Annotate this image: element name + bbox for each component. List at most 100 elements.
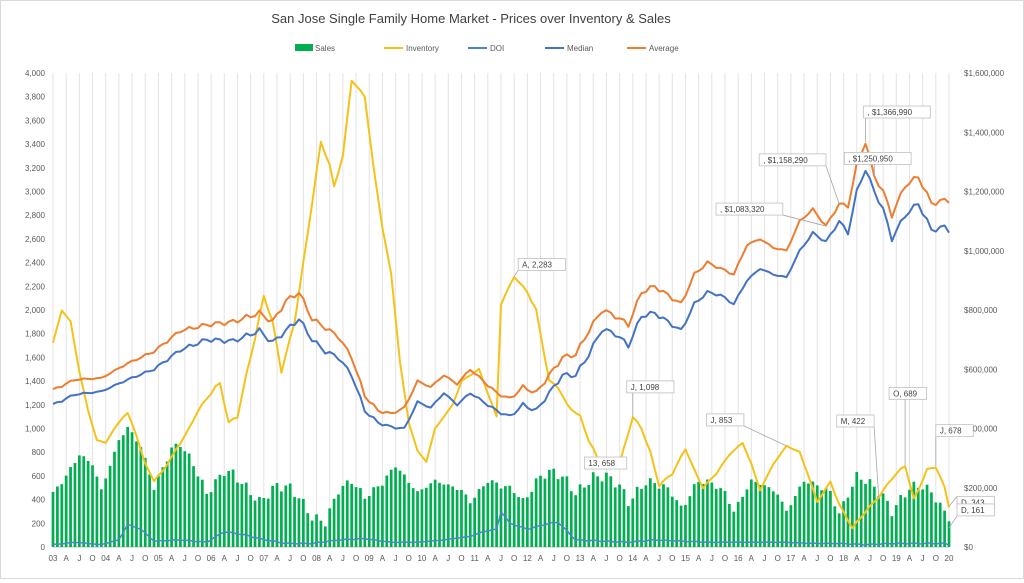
sales-bar bbox=[301, 498, 305, 547]
sales-bar bbox=[894, 505, 898, 547]
x-tick: J bbox=[394, 554, 398, 563]
x-tick: J bbox=[130, 554, 134, 563]
x-tick: A bbox=[801, 554, 807, 563]
sales-bar bbox=[187, 453, 191, 547]
sales-bar bbox=[833, 506, 837, 547]
sales-bar bbox=[930, 492, 933, 547]
sales-bar bbox=[91, 465, 94, 547]
x-tick: J bbox=[235, 554, 239, 563]
sales-bar bbox=[332, 498, 336, 547]
x-tick: A bbox=[854, 554, 860, 563]
x-tick: O bbox=[775, 554, 781, 563]
sales-bar bbox=[657, 488, 661, 547]
sales-bar bbox=[363, 498, 367, 547]
sales-bar bbox=[306, 513, 310, 547]
sales-bar bbox=[196, 476, 200, 547]
x-tick: 12 bbox=[523, 554, 532, 563]
y-tick-left: 2,400 bbox=[25, 259, 46, 268]
sales-bar bbox=[512, 493, 516, 547]
y-tick-left: 200 bbox=[32, 519, 46, 528]
axes: 0 200 400 600 800 1,000 1,200 1,400 1,600 1,800 2,… bbox=[25, 69, 1005, 563]
sales-bar bbox=[684, 504, 687, 547]
sales-bar bbox=[653, 483, 657, 547]
x-tick: A bbox=[64, 554, 70, 563]
x-tick: A bbox=[749, 554, 755, 563]
x-tick: O bbox=[89, 554, 95, 563]
x-tick: J bbox=[552, 554, 556, 563]
x-tick: J bbox=[815, 554, 819, 563]
sales-bar bbox=[345, 480, 349, 547]
x-tick: 05 bbox=[154, 554, 163, 563]
sales-bar bbox=[86, 460, 90, 547]
sales-bar bbox=[477, 489, 481, 547]
legend-sales-swatch bbox=[295, 44, 313, 51]
sales-bar bbox=[157, 475, 160, 547]
sales-bar bbox=[288, 483, 292, 547]
y-tick-left: 2,600 bbox=[25, 235, 46, 244]
y-tick-left: 0 bbox=[41, 543, 46, 552]
label-leader bbox=[948, 496, 958, 507]
sales-bar bbox=[214, 479, 217, 547]
x-tick: 07 bbox=[259, 554, 268, 563]
legend-sales: Sales bbox=[315, 44, 335, 53]
sales-bar bbox=[543, 478, 547, 547]
sales-bar bbox=[758, 484, 762, 547]
sales-bar bbox=[394, 467, 397, 547]
sales-bar bbox=[855, 471, 859, 547]
y-tick-left: 1,800 bbox=[25, 330, 46, 339]
sales-bar bbox=[798, 486, 802, 547]
x-tick: J bbox=[763, 554, 767, 563]
x-tick: A bbox=[327, 554, 333, 563]
sales-bar bbox=[165, 461, 169, 547]
sales-bar bbox=[697, 481, 701, 547]
sales-bar bbox=[227, 470, 231, 547]
sales-bar bbox=[442, 484, 446, 547]
sales-bar bbox=[706, 479, 709, 547]
y-tick-left: 3,600 bbox=[25, 116, 46, 125]
x-tick: J bbox=[183, 554, 187, 563]
sales-bar bbox=[337, 494, 340, 547]
sales-bar bbox=[921, 489, 925, 547]
x-tick: J bbox=[657, 554, 661, 563]
x-tick: 18 bbox=[839, 554, 848, 563]
x-tick: J bbox=[604, 554, 608, 563]
y-tick-left: 400 bbox=[32, 496, 46, 505]
sales-bar bbox=[771, 491, 775, 547]
sales-bar bbox=[613, 487, 617, 547]
sales-bar bbox=[249, 495, 253, 547]
x-tick: A bbox=[591, 554, 597, 563]
data-label: , $1,250,950 bbox=[848, 154, 893, 163]
x-tick: J bbox=[288, 554, 292, 563]
sales-bar bbox=[271, 485, 274, 547]
sales-bar bbox=[714, 488, 718, 547]
y-tick-left: 800 bbox=[32, 448, 46, 457]
sales-bar bbox=[240, 484, 244, 547]
sales-bar bbox=[596, 476, 599, 547]
chart-title: San Jose Single Family Home Market - Pri… bbox=[271, 11, 671, 26]
data-label-box bbox=[956, 503, 995, 517]
sales-bar bbox=[943, 510, 946, 547]
sales-bar bbox=[789, 505, 793, 547]
sales-bar bbox=[433, 479, 437, 547]
sales-bar bbox=[890, 516, 894, 547]
sales-bar bbox=[824, 488, 828, 547]
sales-bar bbox=[912, 481, 916, 547]
sales-bar bbox=[183, 451, 187, 547]
sales-bar bbox=[644, 485, 648, 547]
x-tick: O bbox=[880, 554, 886, 563]
x-tick: J bbox=[499, 554, 503, 563]
y-tick-left: 3,400 bbox=[25, 140, 46, 149]
x-tick: J bbox=[341, 554, 345, 563]
y-tick-left: 3,800 bbox=[25, 93, 46, 102]
sales-bar bbox=[763, 485, 766, 547]
x-tick: A bbox=[169, 554, 175, 563]
x-tick: A bbox=[116, 554, 122, 563]
sales-bar bbox=[820, 490, 823, 547]
sales-bar bbox=[385, 475, 389, 547]
sales-bar bbox=[600, 481, 604, 547]
label-leader bbox=[513, 270, 519, 277]
sales-bar bbox=[701, 483, 705, 547]
sales-bar bbox=[508, 485, 512, 547]
series-lines bbox=[52, 79, 950, 546]
